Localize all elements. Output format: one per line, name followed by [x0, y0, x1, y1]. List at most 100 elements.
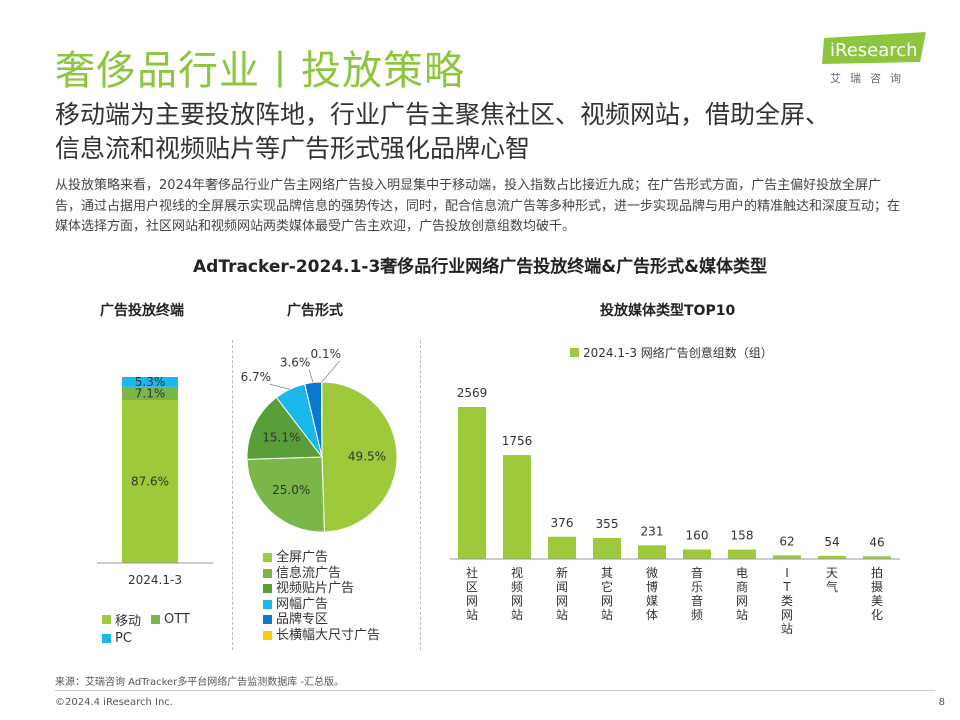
- chart-main-title: AdTracker-2024.1-3奢侈品行业网络广告投放终端&广告形式&媒体类…: [193, 257, 767, 277]
- format-legend: 全屏广告 信息流广告 视频贴片广告 网幅广告 品牌专区 长横幅大尺寸广告: [263, 550, 380, 643]
- format-legend-item-4: 品牌专区: [263, 612, 380, 628]
- pie-label-5: 0.1%: [311, 347, 342, 361]
- stack-segment-1: [122, 386, 178, 401]
- format-legend-label-4: 品牌专区: [276, 612, 329, 627]
- format-legend-item-3: 网幅广告: [263, 597, 380, 613]
- media-value-label-9: 46: [869, 535, 884, 549]
- terminal-stacked-bar-chart: 87.6% 7.1%5.3% 2024.1-3: [97, 375, 213, 587]
- divider-right: [420, 340, 421, 650]
- divider-left: [232, 340, 233, 650]
- format-legend-label-3: 网幅广告: [276, 596, 329, 612]
- footer-divider: [55, 690, 935, 691]
- media-bar-8: [818, 555, 846, 559]
- legend-swatch-pc: [102, 634, 111, 643]
- media-value-label-0: 2569: [457, 386, 488, 400]
- format-legend-label-5: 长横幅大尺寸广告: [276, 627, 381, 643]
- terminal-legend: 移动 OTT PC: [102, 610, 190, 646]
- pie-leader-4: [308, 369, 314, 383]
- pie-slice-1: [246, 456, 325, 533]
- media-value-label-5: 160: [686, 529, 709, 543]
- format-pie-chart: 49.5% 25.0% 15.1% 6.7% 3.6%0.1%: [241, 347, 398, 533]
- media-value-label-8: 54: [824, 535, 839, 549]
- format-legend-label-1: 信息流广告: [276, 565, 342, 581]
- iresearch-logo: iResearch: [820, 30, 930, 90]
- logo-brand-text: iResearch: [830, 40, 918, 61]
- legend-item-mobile: 移动: [102, 610, 141, 629]
- media-value-label-4: 231: [641, 524, 664, 538]
- media-category-label-1: 视频网站: [511, 565, 523, 622]
- media-value-label-7: 62: [779, 534, 794, 548]
- terminal-category-label: 2024.1-3: [128, 573, 182, 587]
- format-legend-label-0: 全屏广告: [276, 550, 329, 565]
- media-bar-chart: 2569 社区网站 1756 视频网站 376 新闻网站 355 其它网站 231 微博媒体 160…: [450, 386, 900, 635]
- format-chart-title: 广告形式: [287, 303, 343, 319]
- media-bar-0: [458, 407, 486, 559]
- media-category-label-0: 社区网站: [466, 565, 478, 622]
- pie-label-1: 25.0%: [272, 483, 310, 497]
- media-category-label-5: 音乐音频: [691, 565, 703, 622]
- stack-segment-label-0: 87.6%: [131, 475, 169, 489]
- pie-label-0: 49.5%: [348, 449, 386, 463]
- media-chart-title: 投放媒体类型TOP10: [600, 303, 736, 319]
- media-category-label-3: 其它网站: [601, 566, 613, 622]
- subtitle: 移动端为主要投放阵地，行业广告主聚焦社区、视频网站，借助全屏、 信息流和视频贴片…: [55, 98, 935, 166]
- media-value-label-2: 376: [551, 516, 574, 530]
- media-bar-6: [728, 549, 756, 559]
- stack-segment-label-2: 5.3%: [135, 375, 166, 389]
- subtitle-line-2: 信息流和视频贴片等广告形式强化品牌心智: [55, 134, 531, 163]
- legend-swatch-ott: [151, 615, 161, 624]
- pie-leader-3: [269, 383, 290, 390]
- pie-label-2: 15.1%: [262, 431, 300, 445]
- page-number: 8: [938, 697, 945, 708]
- format-legend-item-5: 长横幅大尺寸广告: [263, 628, 380, 644]
- format-legend-item-1: 信息流广告: [263, 566, 380, 582]
- media-bar-7: [773, 555, 801, 559]
- media-category-label-9: 拍摄美化: [871, 565, 883, 622]
- pie-label-3: 6.7%: [241, 370, 272, 384]
- legend-label-ott: OTT: [164, 612, 190, 627]
- pie-leader-5: [321, 360, 341, 383]
- media-category-label-6: 电商网站: [736, 566, 748, 622]
- stack-segment-2: [122, 377, 178, 387]
- media-value-label-1: 1756: [502, 434, 533, 448]
- media-category-label-4: 微博媒体: [646, 566, 658, 622]
- logo-tagline: 艾瑞咨询: [830, 72, 910, 85]
- media-category-label-8: 天气: [826, 566, 838, 594]
- body-paragraph: 从投放策略来看，2024年奢侈品行业广告主网络广告投入明显集中于移动端，投入指数…: [55, 178, 901, 234]
- media-bar-1: [503, 455, 531, 559]
- page-title: 奢侈品行业丨投放策略: [55, 48, 465, 94]
- media-category-label-7: I T 类网站: [781, 566, 793, 635]
- media-value-label-6: 158: [731, 529, 754, 543]
- legend-label-mobile: 移动: [115, 614, 142, 629]
- legend-item-ott: OTT: [151, 610, 190, 629]
- stack-segment-label-1: 7.1%: [135, 386, 166, 400]
- stack-segment-0: [122, 400, 178, 563]
- media-value-label-3: 355: [596, 517, 619, 531]
- format-legend-swatch-2: [263, 584, 272, 594]
- media-legend-label: 2024.1-3 网络广告创意组数（组）: [583, 346, 773, 360]
- format-legend-swatch-1: [263, 568, 272, 578]
- media-bar-3: [593, 537, 621, 559]
- media-bar-5: [683, 549, 711, 559]
- format-legend-swatch-0: [263, 553, 272, 563]
- subtitle-line-1: 移动端为主要投放阵地，行业广告主聚焦社区、视频网站，借助全屏、: [55, 100, 831, 129]
- pie-label-4: 3.6%: [280, 356, 311, 370]
- format-legend-swatch-4: [263, 615, 272, 625]
- format-legend-swatch-5: [263, 630, 272, 640]
- format-legend-item-0: 全屏广告: [263, 550, 380, 566]
- format-legend-swatch-3: [263, 599, 272, 609]
- media-bar-2: [548, 536, 576, 559]
- media-bar-4: [638, 545, 666, 559]
- format-legend-label-2: 视频贴片广告: [276, 581, 355, 596]
- source-note: 来源：艾瑞咨询 AdTracker多平台网络广告监测数据库 -汇总版。: [55, 677, 345, 688]
- media-bar-9: [863, 556, 891, 559]
- copyright: ©2024.4 iResearch Inc.: [55, 697, 173, 708]
- pie-slice-0: [321, 381, 398, 533]
- pie-slice-2: [246, 396, 323, 460]
- legend-label-pc: PC: [115, 631, 132, 646]
- legend-item-pc: PC: [102, 631, 190, 646]
- media-category-label-2: 新闻网站: [556, 565, 568, 622]
- legend-swatch-mobile: [102, 615, 111, 624]
- format-legend-item-2: 视频贴片广告: [263, 581, 380, 597]
- terminal-chart-title: 广告投放终端: [100, 303, 184, 319]
